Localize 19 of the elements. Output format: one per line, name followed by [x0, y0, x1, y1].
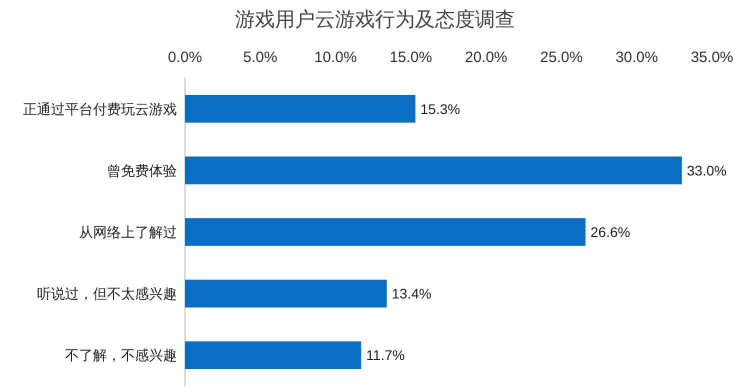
value-label: 15.3% [420, 100, 460, 117]
x-tick: 25.0% [540, 49, 583, 66]
x-tick: 20.0% [464, 49, 508, 66]
value-label: 33.0% [686, 162, 727, 178]
title: 游戏用户云游戏行为及态度调查 [235, 9, 515, 31]
category: 从网络上了解过 [79, 224, 177, 240]
x-tick: 35.0% [690, 49, 734, 66]
value-label: 13.4% [392, 286, 432, 302]
x-tick: 30.0% [615, 49, 658, 66]
category: 曾免费体验 [107, 162, 177, 178]
x-tick: 15.0% [390, 49, 432, 66]
value-label: 26.6% [590, 224, 630, 240]
value-label: 11.7% [366, 347, 405, 364]
category: 听说过，但不太感兴趣 [37, 286, 177, 302]
x-tick: 5.0% [243, 49, 278, 66]
x-tick: 10.0% [314, 49, 357, 66]
category: 不了解，不感兴趣 [65, 347, 177, 364]
category: 正通过平台付费玩云游戏 [23, 100, 177, 117]
x-tick: 0.0% [168, 49, 202, 66]
